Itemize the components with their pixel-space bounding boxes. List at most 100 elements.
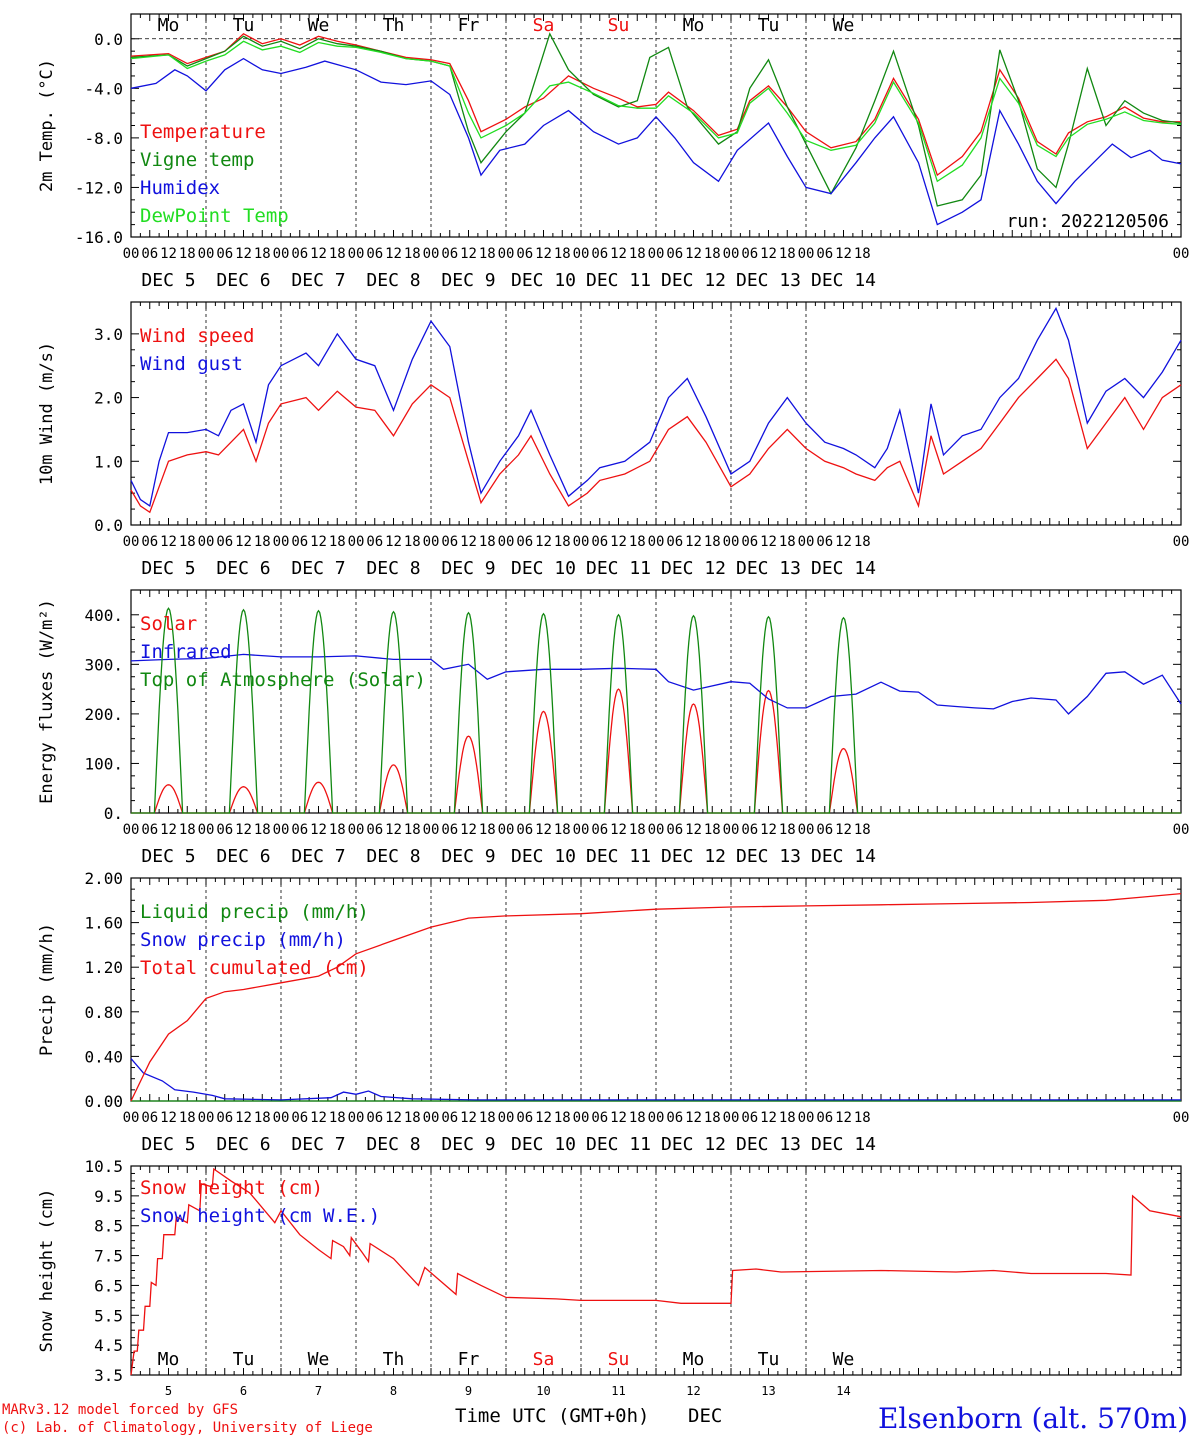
date-label: DEC 13 [736, 1134, 801, 1155]
hour-tick-label: 18 [404, 1110, 421, 1126]
y-tick-label: 7.5 [94, 1247, 123, 1266]
series-line [130, 33, 1181, 177]
hour-tick-label: 00 [798, 246, 815, 262]
date-label: DEC 9 [441, 558, 495, 579]
hour-tick-label: 00 [498, 534, 515, 550]
y-tick-label: 0.0 [94, 30, 123, 49]
date-label: DEC 8 [366, 558, 420, 579]
hour-tick-label: 00 [1173, 534, 1190, 550]
hour-tick-label: 06 [291, 246, 308, 262]
date-label: DEC 9 [441, 846, 495, 867]
hour-tick-label: 18 [554, 822, 571, 838]
legend-entry: Wind speed [140, 325, 254, 347]
hour-tick-label: 12 [160, 246, 177, 262]
hour-tick-label: 00 [1173, 246, 1190, 262]
hour-tick-label: 18 [629, 1110, 646, 1126]
hour-tick-label: 12 [685, 1110, 702, 1126]
legend-entry: Top of Atmosphere (Solar) [140, 669, 426, 691]
hour-tick-label: 06 [741, 534, 758, 550]
day-number-label: 9 [465, 1384, 472, 1398]
weekday-label: Mo [158, 15, 180, 36]
hour-tick-label: 06 [516, 822, 533, 838]
hour-tick-label: 06 [666, 246, 683, 262]
hour-tick-label: 06 [591, 822, 608, 838]
hour-tick-label: 00 [498, 246, 515, 262]
hour-tick-label: 06 [741, 246, 758, 262]
hour-tick-label: 00 [798, 534, 815, 550]
hour-tick-label: 18 [554, 246, 571, 262]
y-tick-label: 2.0 [94, 389, 123, 408]
hour-tick-label: 06 [141, 246, 158, 262]
date-label: DEC 14 [811, 846, 876, 867]
y-tick-label: 1.60 [84, 914, 123, 933]
day-number-label: 12 [686, 1384, 700, 1398]
hour-tick-label: 06 [816, 246, 833, 262]
hour-tick-label: 00 [723, 1110, 740, 1126]
hour-tick-label: 12 [385, 1110, 402, 1126]
date-label: DEC 10 [511, 1134, 576, 1155]
hour-tick-label: 18 [779, 1110, 796, 1126]
hour-tick-label: 18 [779, 534, 796, 550]
hour-tick-label: 12 [610, 1110, 627, 1126]
hour-tick-label: 12 [685, 246, 702, 262]
hour-tick-label: 00 [123, 534, 140, 550]
day-number-label: 14 [836, 1384, 850, 1398]
hour-tick-label: 06 [591, 246, 608, 262]
hour-tick-label: 00 [348, 534, 365, 550]
y-tick-label: -12.0 [75, 178, 123, 197]
date-label: DEC 11 [586, 846, 651, 867]
hour-tick-label: 06 [291, 1110, 308, 1126]
hour-tick-label: 00 [423, 1110, 440, 1126]
y-tick-label: 4.5 [94, 1336, 123, 1355]
y-tick-label: 10.5 [84, 1157, 123, 1176]
weekday-label: Tu [233, 15, 255, 36]
hour-tick-label: 18 [554, 1110, 571, 1126]
hour-tick-label: 18 [404, 822, 421, 838]
time-axis-label: Time UTC (GMT+0h) [455, 1405, 650, 1427]
day-number-label: 8 [390, 1384, 397, 1398]
hour-tick-label: 18 [854, 534, 871, 550]
hour-tick-label: 18 [179, 246, 196, 262]
date-label: DEC 7 [291, 1134, 345, 1155]
panel-5: 3.5 4.5 5.5 6.5 7.5 8.5 9.5 10.5 Snow height (cm… [37, 1157, 1182, 1398]
date-label: DEC 8 [366, 1134, 420, 1155]
hour-tick-label: 12 [835, 822, 852, 838]
hour-tick-label: 18 [779, 822, 796, 838]
hour-tick-label: 12 [460, 1110, 477, 1126]
footer: MARv3.12 model forced by GFS (c) Lab. of… [0, 1400, 1194, 1440]
y-tick-label: 0.80 [84, 1003, 123, 1022]
y-axis-label: Precip (mm/h) [37, 923, 57, 1056]
hour-tick-label: 00 [498, 1110, 515, 1126]
hour-tick-label: 18 [479, 822, 496, 838]
y-tick-label: 100. [84, 754, 123, 773]
date-label: DEC 11 [586, 1134, 651, 1155]
y-tick-label: 3.0 [94, 325, 123, 344]
legend-entry: Solar [140, 613, 197, 635]
hour-tick-label: 00 [573, 822, 590, 838]
hour-tick-label: 18 [479, 534, 496, 550]
weekday-label: Mo [683, 1349, 705, 1370]
y-tick-label: 1.0 [94, 452, 123, 471]
hour-tick-label: 18 [629, 246, 646, 262]
hour-tick-label: 06 [216, 822, 233, 838]
hour-tick-label: 06 [666, 1110, 683, 1126]
hour-tick-label: 00 [423, 822, 440, 838]
hour-tick-label: 00 [723, 822, 740, 838]
hour-tick-label: 12 [610, 534, 627, 550]
hour-tick-label: 12 [835, 1110, 852, 1126]
day-number-label: 13 [761, 1384, 775, 1398]
panel-3: 0. 100. 200. 300. 400. Energy fluxes (W/m²) So… [37, 589, 1189, 867]
hour-tick-label: 00 [123, 1110, 140, 1126]
weekday-label: We [833, 1349, 855, 1370]
date-label: DEC 6 [216, 270, 270, 291]
y-tick-label: 400. [84, 606, 123, 625]
station-name: Elsenborn (alt. 570m) [877, 1402, 1188, 1435]
hour-tick-label: 00 [123, 822, 140, 838]
hour-tick-label: 12 [160, 822, 177, 838]
legend-entry: Vigne temp [140, 149, 254, 171]
y-tick-label: 0.40 [84, 1047, 123, 1066]
hour-tick-label: 12 [610, 822, 627, 838]
hour-tick-label: 00 [198, 534, 215, 550]
hour-tick-label: 06 [141, 534, 158, 550]
